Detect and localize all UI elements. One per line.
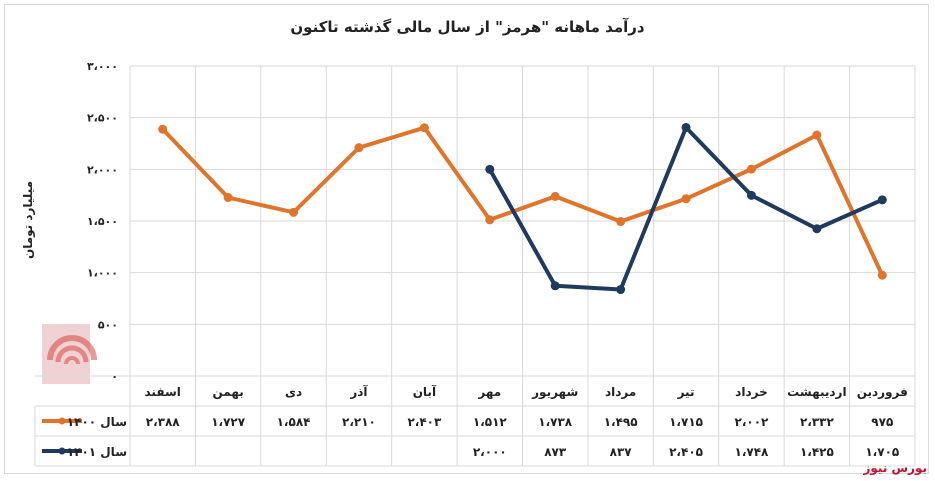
data-label-1: ۹۷۵ xyxy=(871,415,893,429)
y-tick-label: ۲،۵۰۰ xyxy=(87,112,118,125)
category-label: مرداد xyxy=(605,385,636,399)
y-tick-label: ۵۰۰ xyxy=(98,318,118,331)
data-label-1: ۲،۳۳۲ xyxy=(800,415,835,429)
data-point-2 xyxy=(812,224,822,234)
data-label-1: ۱،۷۳۸ xyxy=(538,415,573,429)
data-point-1 xyxy=(746,164,756,174)
category-label: بهمن xyxy=(212,385,243,399)
data-label-1: ۲،۳۸۸ xyxy=(146,415,181,429)
data-label-1: ۲،۲۱۰ xyxy=(342,415,376,429)
data-label-2: ۲،۰۰۰ xyxy=(473,445,507,459)
watermark-logo xyxy=(42,324,97,384)
category-label: خرداد xyxy=(735,385,768,399)
data-point-2 xyxy=(877,195,887,205)
data-point-1 xyxy=(354,143,364,153)
data-point-1 xyxy=(223,193,233,203)
legend-label-1: سال ۱۴۰۰ xyxy=(67,415,127,429)
source-label: بورس نیوز xyxy=(863,461,927,475)
series-line-1 xyxy=(160,125,885,278)
category-label: فروردین xyxy=(857,385,908,400)
data-point-1 xyxy=(289,207,299,217)
category-label: اردیبهشت xyxy=(787,385,846,399)
category-label: تیر xyxy=(677,385,695,399)
y-tick-label: ۳،۰۰۰ xyxy=(87,60,118,73)
data-point-2 xyxy=(681,122,691,132)
data-label-2: ۸۷۳ xyxy=(544,445,567,459)
y-tick-label: ۲،۰۰۰ xyxy=(87,163,118,176)
data-point-1 xyxy=(158,124,168,134)
category-label: آبان xyxy=(413,384,437,399)
data-point-1 xyxy=(616,217,626,227)
data-label-1: ۱،۷۲۷ xyxy=(211,415,246,429)
data-label-1: ۱،۵۸۴ xyxy=(277,415,311,429)
data-point-1 xyxy=(877,270,887,280)
legend-marker-2 xyxy=(58,447,66,455)
data-point-2 xyxy=(616,285,626,295)
category-label: دی xyxy=(285,385,302,399)
data-label-1: ۱،۷۱۵ xyxy=(669,415,703,429)
data-label-2: ۲،۴۰۵ xyxy=(669,445,703,459)
data-label-2: ۸۳۷ xyxy=(610,445,633,459)
chart-title: درآمد ماهانه "هرمز" از سال مالی گذشته تا… xyxy=(290,18,645,36)
data-point-1 xyxy=(485,215,495,225)
y-tick-label: ۱،۵۰۰ xyxy=(87,215,118,228)
chart-frame xyxy=(4,4,929,474)
category-label: آذر xyxy=(349,384,368,399)
data-point-2 xyxy=(746,190,756,200)
category-label: مهر xyxy=(477,385,501,399)
data-point-1 xyxy=(419,123,429,133)
data-point-1 xyxy=(681,194,691,204)
data-label-1: ۱،۴۹۵ xyxy=(604,415,638,429)
data-point-2 xyxy=(550,281,560,291)
category-label: شهریور xyxy=(531,385,578,400)
legend-marker-1 xyxy=(58,417,66,425)
data-label-2: ۱،۷۰۵ xyxy=(865,445,899,459)
y-tick-label: ۱،۰۰۰ xyxy=(87,267,118,280)
data-label-1: ۲،۴۰۳ xyxy=(407,415,442,429)
data-point-1 xyxy=(550,191,560,201)
legend-label-2: سال ۱۴۰۱ xyxy=(67,445,127,459)
data-label-2: ۱،۷۴۸ xyxy=(735,445,770,459)
data-label-2: ۱،۴۲۵ xyxy=(800,445,834,459)
data-label-1: ۱،۵۱۲ xyxy=(473,415,508,429)
category-label: اسفند xyxy=(145,385,181,399)
data-point-1 xyxy=(812,130,822,140)
data-label-1: ۲،۰۰۲ xyxy=(735,415,770,429)
y-tick-label: ۰ xyxy=(111,370,118,383)
data-point-2 xyxy=(485,164,495,174)
